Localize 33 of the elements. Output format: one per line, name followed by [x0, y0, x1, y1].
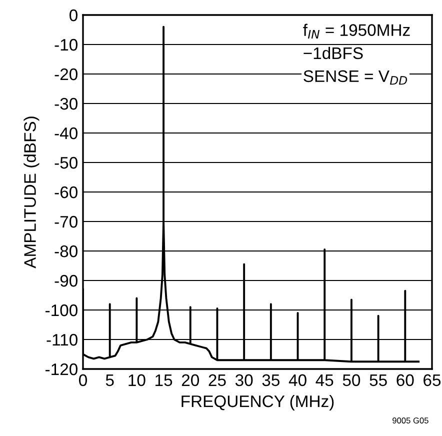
annotation: f$_{IN}$ = 1950MHz	[303, 24, 410, 39]
x-tick-label: 15	[156, 374, 172, 386]
x-tick-label: 45	[316, 374, 334, 386]
x-tick-label: 25	[208, 374, 226, 386]
x-tick-label: 5	[106, 374, 114, 386]
x-tick-label: 50	[342, 374, 360, 386]
x-tick-label: 55	[370, 374, 387, 386]
y-tick-label: -70	[54, 216, 78, 228]
x-tick-label: 40	[288, 374, 306, 386]
y-tick-label: -90	[54, 274, 78, 287]
text: 9005 G05	[392, 418, 428, 424]
x-tick-label: 60	[396, 374, 414, 386]
y-tick-label: -50	[54, 156, 78, 169]
annotation: SENSE = V$_{DD}$	[304, 70, 408, 85]
y-tick-label: -10	[54, 38, 78, 51]
y-tick-label: -20	[54, 68, 78, 80]
y-tick-label: 0	[70, 9, 78, 22]
x-tick-label: 0	[79, 374, 87, 386]
annotation: −1dBFS	[304, 46, 363, 60]
y-tick-label: -40	[54, 127, 78, 140]
y-tick-label: -30	[54, 98, 78, 110]
y-tick-label: -100	[46, 304, 78, 316]
y-tick-label: -120	[46, 363, 78, 376]
y-tick-label: -60	[54, 186, 78, 198]
x-tick-label: 30	[235, 374, 253, 386]
x-axis-title: FREQUENCY (MHz)	[182, 394, 334, 410]
x-tick-label: 35	[262, 374, 280, 386]
x-tick-label: 10	[128, 374, 146, 386]
x-tick-label: 65	[424, 374, 441, 386]
y-tick-label: -80	[54, 245, 78, 258]
x-tick-label: 20	[182, 374, 200, 386]
y-axis-title: AMPLITUDE (dBFS)	[24, 116, 40, 268]
y-tick-label: -110	[46, 334, 78, 346]
